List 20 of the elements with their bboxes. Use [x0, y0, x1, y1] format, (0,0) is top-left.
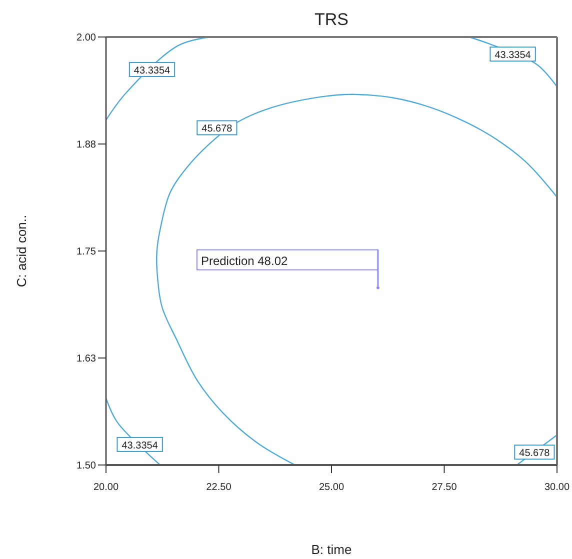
y-tick-label: 2.00: [76, 32, 96, 44]
y-tick-label: 1.63: [76, 354, 96, 364]
annotation: 43.3354: [122, 440, 158, 452]
x-axis-title: B: time: [311, 542, 352, 557]
annotation: 45.678: [202, 124, 233, 135]
annotation: 43.3354: [134, 66, 171, 77]
y-axis-title: C: acid con..: [14, 214, 29, 288]
x-tick-label: 30.00: [544, 482, 570, 493]
x-tick-label: 22.50: [206, 482, 232, 493]
y-tick-label: 1.88: [76, 140, 96, 150]
annotation: Prediction 48.02: [200, 254, 288, 268]
line-series: [156, 94, 558, 466]
y-tick-label: 1.50: [76, 460, 96, 472]
annotation: 45.678: [519, 448, 550, 460]
x-tick-label: 27.50: [432, 482, 458, 493]
chart-title: TRS: [314, 10, 348, 29]
x-tick-label: 25.00: [318, 482, 344, 493]
y-tick-label: 1.75: [76, 246, 96, 258]
x-tick-label: 20.00: [93, 482, 119, 493]
annotation: 43.3354: [494, 50, 532, 62]
